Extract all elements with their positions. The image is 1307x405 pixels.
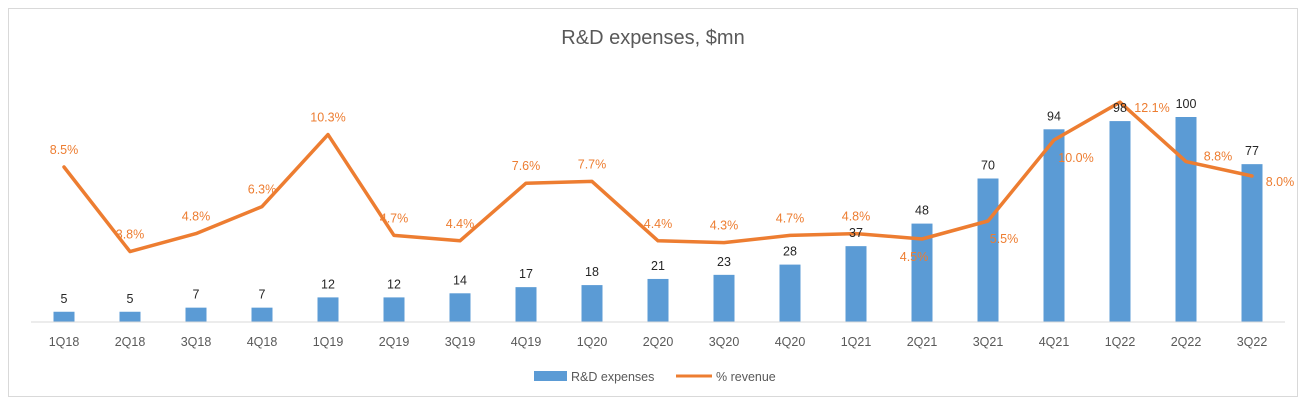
- ticks-layer: 1Q18 2Q18 3Q18 4Q18 1Q19 2Q19 3Q19 4Q19 1Q20 2Q20…: [49, 335, 1268, 349]
- x-tick-label: 1Q21: [841, 335, 872, 349]
- bar-value-label: 100: [1176, 97, 1197, 111]
- bar-3q21: [977, 178, 999, 322]
- pct-value-label: 4.8%: [842, 210, 871, 224]
- x-tick-label: 3Q22: [1237, 335, 1268, 349]
- bar-value-label: 12: [387, 277, 401, 291]
- bar-value-label: 98: [1113, 101, 1127, 115]
- chart-frame: [8, 8, 1298, 397]
- x-tick-label: 4Q21: [1039, 335, 1070, 349]
- x-tick-label: 2Q22: [1171, 335, 1202, 349]
- x-tick-label: 3Q18: [181, 335, 212, 349]
- pct-revenue-line: [62, 100, 1254, 254]
- bar-value-label: 28: [783, 245, 797, 259]
- bar-2q20: [647, 278, 669, 322]
- pct-value-label: 5.5%: [990, 232, 1019, 246]
- x-tick-label: 3Q20: [709, 335, 740, 349]
- pct-value-label: 4.7%: [380, 211, 409, 225]
- x-tick-label: 1Q20: [577, 335, 608, 349]
- x-tick-label: 3Q21: [973, 335, 1004, 349]
- bar-4q21: [1043, 129, 1065, 322]
- bar-value-label: 7: [259, 288, 266, 302]
- bar-1q20: [581, 285, 603, 322]
- pct-value-label: 4.4%: [446, 217, 475, 231]
- bar-value-label: 70: [981, 159, 995, 173]
- x-tick-label: 1Q19: [313, 335, 344, 349]
- line-layer: [62, 100, 1254, 254]
- legend-label-rd-expenses: R&D expenses: [571, 370, 654, 384]
- bar-1q22: [1109, 121, 1131, 322]
- x-tick-label: 4Q20: [775, 335, 806, 349]
- bar-value-label: 12: [321, 277, 335, 291]
- bar-value-label: 17: [519, 267, 533, 281]
- pct-value-label: 10.3%: [310, 111, 345, 125]
- bar-value-label: 21: [651, 259, 665, 273]
- pct-value-label: 3.8%: [116, 228, 145, 242]
- pct-value-label: 4.3%: [710, 219, 739, 233]
- x-tick-label: 3Q19: [445, 335, 476, 349]
- bar-3q18: [185, 307, 207, 322]
- bar-1q21: [845, 246, 867, 322]
- bar-2q22: [1175, 117, 1197, 322]
- bar-4q18: [251, 307, 273, 322]
- bar-value-label: 48: [915, 204, 929, 218]
- pct-value-label: 4.5%: [900, 250, 929, 264]
- bar-value-label: 77: [1245, 144, 1259, 158]
- pct-value-label: 12.1%: [1134, 101, 1169, 115]
- bar-value-label: 18: [585, 265, 599, 279]
- x-tick-label: 1Q22: [1105, 335, 1136, 349]
- pct-value-label: 4.4%: [644, 217, 673, 231]
- x-tick-label: 4Q18: [247, 335, 278, 349]
- bar-3q20: [713, 274, 735, 322]
- bar-3q19: [449, 293, 471, 322]
- bar-value-label: 5: [61, 292, 68, 306]
- bar-2q18: [119, 311, 141, 322]
- pct-value-label: 7.6%: [512, 159, 541, 173]
- bar-value-label: 5: [127, 292, 134, 306]
- pct-value-label: 10.0%: [1058, 151, 1093, 165]
- legend-swatch-rd-expenses: [534, 371, 567, 381]
- pct-value-label: 8.5%: [50, 143, 79, 157]
- legend-label-pct-revenue: % revenue: [716, 370, 776, 384]
- x-tick-label: 4Q19: [511, 335, 542, 349]
- pct-value-label: 4.8%: [182, 210, 211, 224]
- bar-value-label: 23: [717, 255, 731, 269]
- bar-2q21: [911, 223, 933, 322]
- pct-value-label: 6.3%: [248, 183, 277, 197]
- x-tick-label: 2Q20: [643, 335, 674, 349]
- chart-title: R&D expenses, $mn: [561, 27, 744, 49]
- bar-1q18: [53, 311, 75, 322]
- bar-value-label: 37: [849, 226, 863, 240]
- x-tick-label: 2Q18: [115, 335, 146, 349]
- pct-value-label: 4.7%: [776, 211, 805, 225]
- legend: R&D expenses % revenue: [534, 370, 776, 384]
- bar-2q19: [383, 297, 405, 322]
- bar-3q22: [1241, 164, 1263, 322]
- bar-1q19: [317, 297, 339, 322]
- x-tick-label: 2Q19: [379, 335, 410, 349]
- x-tick-label: 1Q18: [49, 335, 80, 349]
- bar-4q20: [779, 264, 801, 322]
- pct-value-label: 7.7%: [578, 157, 607, 171]
- pct-value-label: 8.0%: [1266, 175, 1295, 189]
- bar-4q19: [515, 287, 537, 322]
- bar-value-label: 94: [1047, 109, 1061, 123]
- pct-value-label: 8.8%: [1204, 150, 1233, 164]
- bars-layer: [53, 117, 1263, 322]
- x-tick-label: 2Q21: [907, 335, 938, 349]
- bar-value-label: 7: [193, 288, 200, 302]
- bar-value-label: 14: [453, 273, 467, 287]
